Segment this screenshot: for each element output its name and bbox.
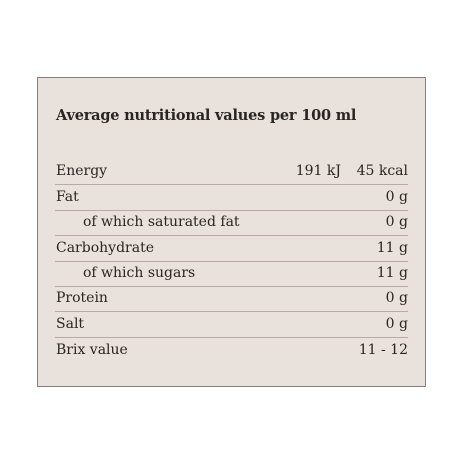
row-label: Protein (56, 290, 108, 307)
row-label: Energy (56, 163, 108, 180)
table-row-sugars: of which sugars 11 g (55, 262, 408, 287)
row-energy-kj: 191 kJ (295, 163, 341, 180)
row-value: 0 g (385, 214, 408, 231)
row-label: Salt (56, 315, 85, 332)
table-row-saturated-fat: of which saturated fat 0 g (55, 211, 408, 237)
nutrition-panel: Average nutritional values per 100 ml En… (37, 77, 426, 387)
row-label: of which sugars (83, 264, 196, 281)
row-value: 0 g (385, 188, 408, 205)
nutrition-table: Energy 191 kJ 45 kcal Fat 0 g of which s… (55, 160, 408, 363)
table-row-salt: Salt 0 g (55, 312, 408, 338)
table-row-energy: Energy 191 kJ 45 kcal (55, 160, 408, 186)
table-row-carbohydrate: Carbohydrate 11 g (55, 236, 408, 262)
row-value: 11 g (376, 239, 408, 256)
row-label: Carbohydrate (56, 239, 154, 256)
row-value: 11 g (376, 264, 408, 281)
table-row-fat: Fat 0 g (55, 185, 408, 211)
table-row-protein: Protein 0 g (55, 287, 408, 313)
row-label: of which saturated fat (83, 214, 240, 231)
row-label: Fat (56, 188, 79, 205)
row-value: 11 - 12 (358, 342, 408, 359)
row-value: 0 g (385, 290, 408, 307)
row-value: 45 kcal (356, 163, 408, 180)
row-value: 0 g (385, 315, 408, 332)
table-row-brix: Brix value 11 - 12 (55, 338, 408, 363)
row-label: Brix value (56, 342, 128, 359)
nutrition-heading: Average nutritional values per 100 ml (56, 107, 357, 124)
